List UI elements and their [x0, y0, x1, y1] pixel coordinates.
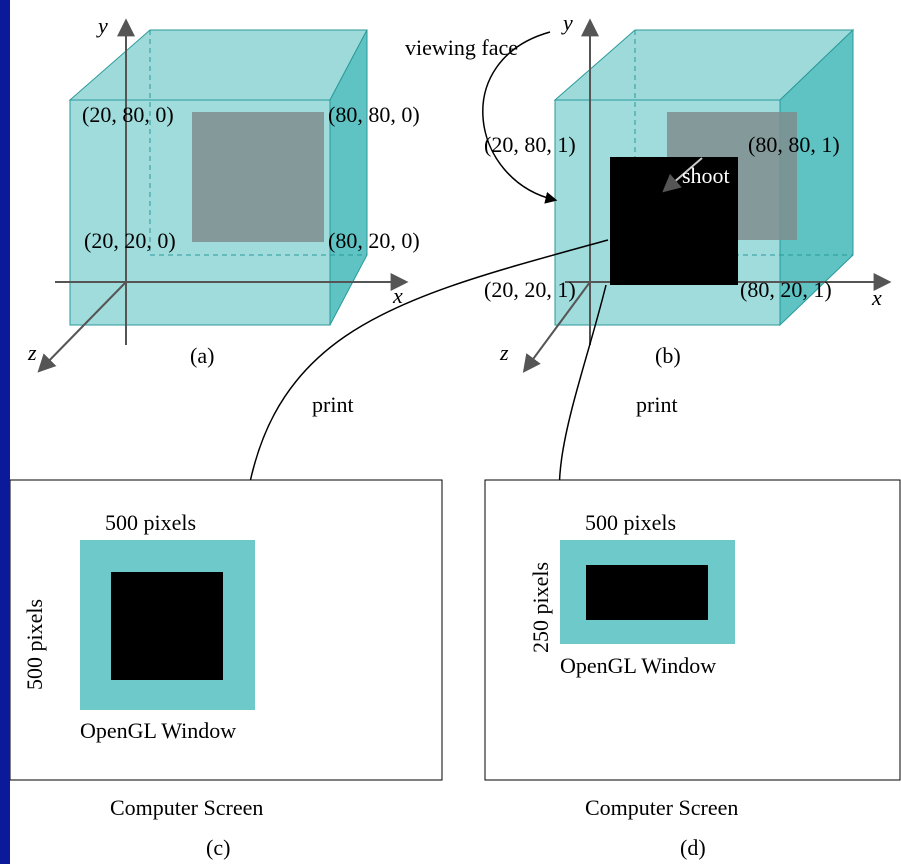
panel-d: 500 pixels 250 pixels OpenGL Window Comp…	[484, 479, 901, 860]
print-label-left: print	[312, 392, 354, 417]
panel-b: y x z viewing face shoot (20, 80, 1) (80…	[405, 10, 892, 373]
viewing-face-label: viewing face	[405, 35, 518, 60]
width-label-c: 500 pixels	[105, 510, 196, 535]
figure-canvas: y x z (20, 80, 0) (80, 80, 0) (20, 20, 0…	[10, 0, 901, 864]
point-label: (20, 80, 1)	[484, 132, 576, 157]
y-axis-label-b: y	[561, 10, 573, 35]
point-label: (20, 20, 1)	[484, 277, 576, 302]
panel-c: 500 pixels 500 pixels OpenGL Window Comp…	[10, 479, 443, 860]
z-axis-label-a: z	[27, 340, 37, 365]
point-label: (20, 20, 0)	[84, 228, 176, 253]
caption-d: (d)	[680, 835, 706, 860]
point-label: (80, 20, 0)	[328, 228, 420, 253]
caption-c: (c)	[206, 835, 230, 860]
black-viewport-d	[586, 565, 708, 620]
point-label: (80, 80, 1)	[748, 132, 840, 157]
point-label: (80, 20, 1)	[740, 277, 832, 302]
z-axis-a	[37, 281, 127, 373]
panel-a: y x z (20, 80, 0) (80, 80, 0) (20, 20, 0…	[27, 13, 420, 373]
black-viewport-c	[111, 572, 223, 680]
print-arrow-left	[236, 239, 609, 538]
screen-label-d: Computer Screen	[585, 795, 738, 820]
height-label-c: 500 pixels	[22, 599, 47, 690]
x-axis-label-a: x	[392, 283, 403, 308]
y-axis-label-a: y	[96, 13, 108, 38]
cube-a-top	[68, 29, 368, 101]
x-axis-label-b: x	[871, 285, 882, 310]
z-axis-b	[522, 281, 591, 373]
shoot-label: shoot	[682, 163, 730, 188]
z-axis-label-b: z	[499, 340, 509, 365]
caption-a: (a)	[190, 343, 214, 368]
caption-b: (b)	[655, 343, 681, 368]
shoot-arrow	[662, 157, 703, 193]
screen-label-c: Computer Screen	[110, 795, 263, 820]
viewing-face-arrow	[482, 31, 558, 204]
print-label-right: print	[636, 392, 678, 417]
window-label-c: OpenGL Window	[80, 718, 236, 743]
point-label: (20, 80, 0)	[82, 102, 174, 127]
point-label: (80, 80, 0)	[328, 102, 420, 127]
width-label-d: 500 pixels	[585, 510, 676, 535]
gray-square-a	[192, 112, 324, 242]
height-label-d: 250 pixels	[528, 562, 553, 653]
diagram-svg: y x z (20, 80, 0) (80, 80, 0) (20, 20, 0…	[10, 10, 901, 860]
window-label-d: OpenGL Window	[560, 653, 716, 678]
